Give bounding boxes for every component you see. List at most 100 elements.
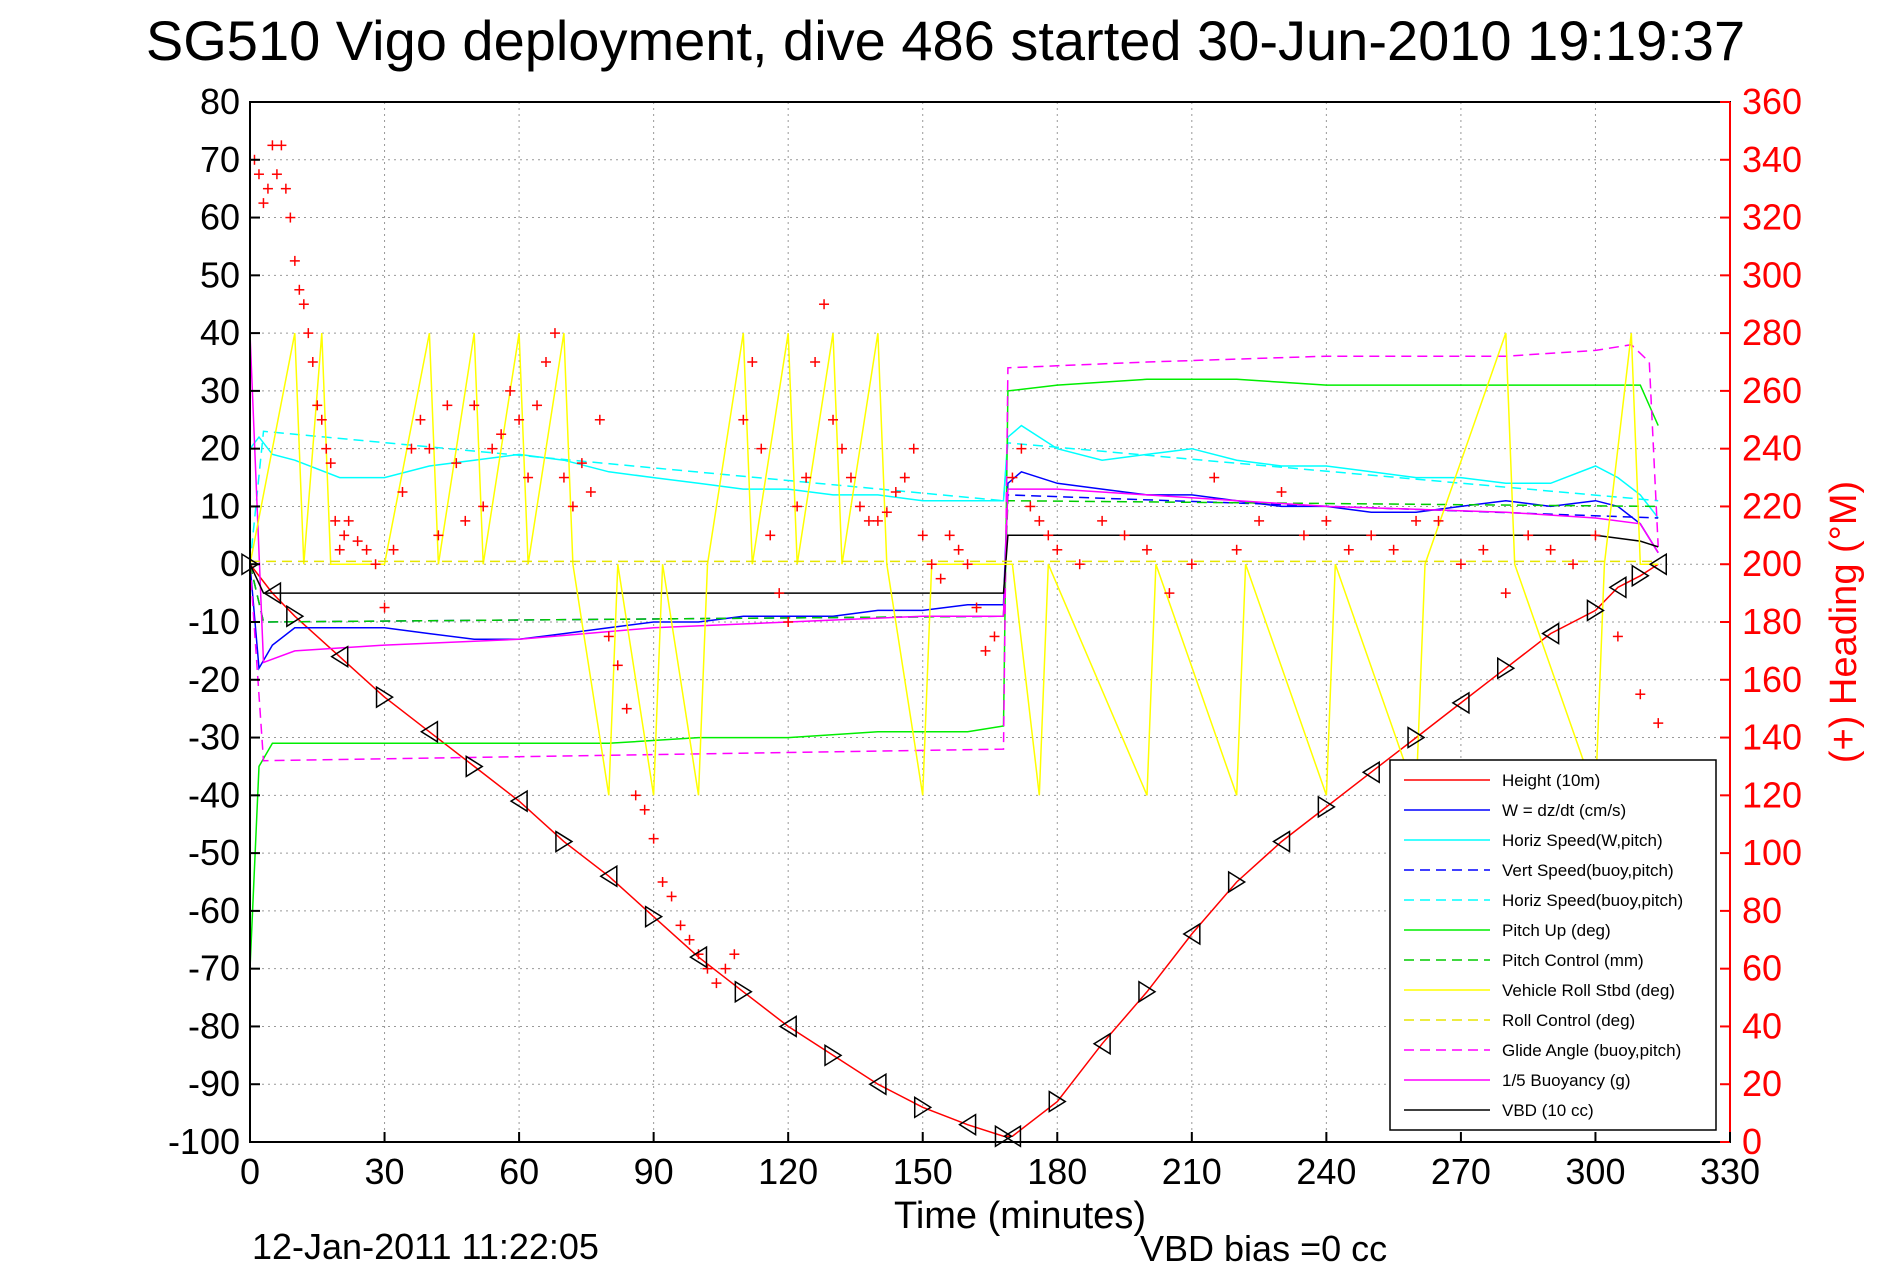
heading-point <box>1635 689 1646 700</box>
heading-point <box>801 472 812 483</box>
heading-point <box>280 183 291 194</box>
chart-title: SG510 Vigo deployment, dive 486 started … <box>145 9 1746 72</box>
height-marker <box>1317 795 1336 819</box>
y-tick-label: 70 <box>200 139 240 180</box>
heading-point <box>514 414 525 425</box>
heading-point <box>594 414 605 425</box>
heading-point <box>1164 588 1175 599</box>
height-marker <box>824 1043 843 1067</box>
height-marker <box>330 645 349 669</box>
heading-point <box>303 328 314 339</box>
heading-point <box>729 949 740 960</box>
height-marker <box>286 604 305 628</box>
right-tick-label: 140 <box>1742 717 1802 758</box>
y-tick-label: 40 <box>200 312 240 353</box>
heading-point <box>675 920 686 931</box>
heading-point <box>1298 530 1309 541</box>
height-marker <box>1497 656 1516 680</box>
heading-point <box>962 559 973 570</box>
grid <box>250 102 1730 1142</box>
heading-point <box>917 530 928 541</box>
y-tick-label: 20 <box>200 428 240 469</box>
y-axis-right: 0 20 40 60 80 100 120 140 160 180 200 220 240 260 280 3… <box>1720 81 1802 1162</box>
heading-point <box>1141 544 1152 555</box>
legend-item: Vehicle Roll Stbd (deg) <box>1404 981 1675 1000</box>
heading-point <box>1366 530 1377 541</box>
right-tick-label: 260 <box>1742 370 1802 411</box>
heading-point <box>1025 501 1036 512</box>
series-horiz_speed_w <box>249 424 1659 519</box>
height-marker <box>1138 980 1157 1004</box>
legend-label: Pitch Up (deg) <box>1502 921 1611 940</box>
right-tick-label: 0 <box>1742 1121 1762 1162</box>
heading-point <box>711 978 722 989</box>
legend: Height (10m) W = dz/dt (cm/s) Horiz Speed(… <box>1389 759 1717 1131</box>
heading-point <box>352 536 363 547</box>
y-tick-label: -80 <box>188 1005 240 1046</box>
height-marker <box>778 1015 797 1038</box>
heading-point <box>361 544 372 555</box>
height-marker <box>868 1072 887 1096</box>
heading-point <box>558 472 569 483</box>
y-tick-label: -40 <box>188 774 240 815</box>
x-tick-label: 210 <box>1162 1151 1222 1192</box>
right-tick-label: 20 <box>1742 1063 1782 1104</box>
series-horiz_speed_buoy <box>249 430 1659 565</box>
heading-point <box>325 458 336 469</box>
heading-point <box>1209 472 1220 483</box>
heading-point <box>1231 544 1242 555</box>
heading-point <box>541 357 551 367</box>
heading-point <box>312 400 323 411</box>
heading-point <box>738 414 749 425</box>
x-tick-label: 90 <box>634 1151 674 1192</box>
series-buoyancy <box>249 333 1659 664</box>
heading-point <box>339 530 350 541</box>
x-tick-label: 330 <box>1700 1151 1760 1192</box>
x-tick-label: 270 <box>1431 1151 1491 1192</box>
heading-point <box>1523 530 1534 541</box>
x-tick-label: 180 <box>1027 1151 1087 1192</box>
y-tick-label: 10 <box>200 485 240 526</box>
y-tick-label: -90 <box>188 1063 240 1104</box>
heading-point <box>1276 487 1287 497</box>
heading-point <box>1612 631 1623 642</box>
legend-item: Pitch Control (mm) <box>1404 951 1644 970</box>
heading-point <box>478 501 489 512</box>
heading-point <box>621 703 632 714</box>
height-marker <box>1407 726 1426 749</box>
heading-point <box>944 530 955 541</box>
series-w <box>249 470 1659 671</box>
legend-label: Horiz Speed(W,pitch) <box>1502 831 1663 850</box>
heading-point <box>415 414 426 425</box>
right-tick-label: 200 <box>1742 543 1802 584</box>
legend-label: Horiz Speed(buoy,pitch) <box>1502 891 1683 910</box>
heading-point <box>1500 588 1511 599</box>
heading-point <box>1478 544 1489 555</box>
y-axis-left: -100-90-80-70-60-50-40-30-20-10010203040… <box>168 81 260 1162</box>
legend-label: W = dz/dt (cm/s) <box>1502 801 1626 820</box>
heading-point <box>819 299 830 310</box>
heading-point <box>321 443 332 454</box>
heading-point <box>774 588 785 599</box>
heading-point <box>469 400 480 411</box>
heading-point <box>1254 515 1265 526</box>
x-tick-label: 300 <box>1565 1151 1625 1192</box>
heading-point <box>253 169 264 180</box>
height-marker <box>1586 599 1605 622</box>
height-marker <box>1541 622 1560 645</box>
heading-point <box>603 631 614 642</box>
y-tick-label: -60 <box>188 890 240 931</box>
legend-item: Horiz Speed(buoy,pitch) <box>1404 891 1683 910</box>
heading-point <box>1007 472 1018 483</box>
legend-item: Horiz Speed(W,pitch) <box>1404 831 1663 850</box>
height-marker <box>913 1095 933 1119</box>
heading-point <box>1119 530 1130 541</box>
heading-point <box>406 443 417 454</box>
height-marker <box>1631 564 1650 588</box>
heading-point <box>1388 544 1399 555</box>
heading-point <box>442 400 453 411</box>
heading-point <box>854 501 865 512</box>
heading-point <box>487 443 498 454</box>
height-marker <box>734 980 753 1004</box>
